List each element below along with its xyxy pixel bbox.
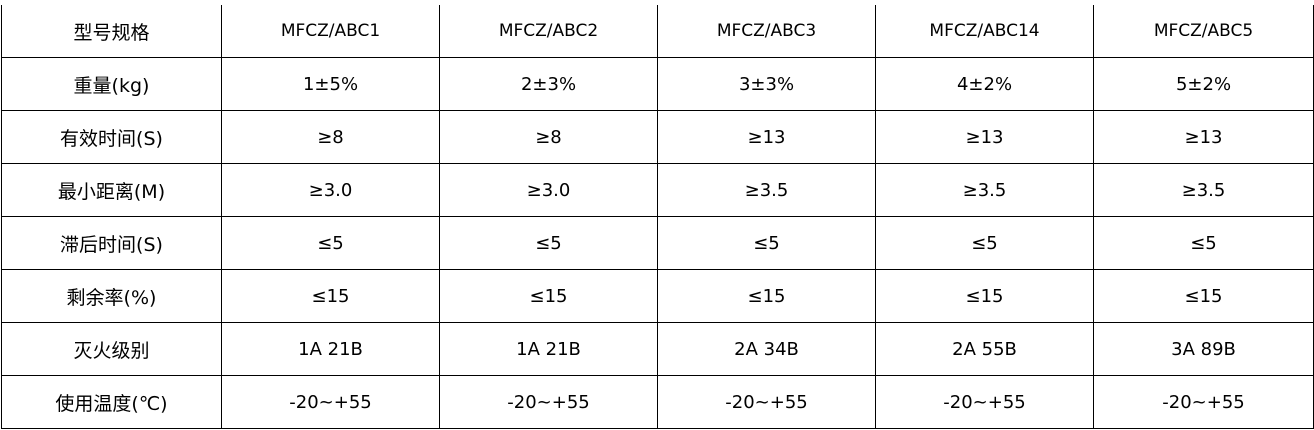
cell-fire-rating-3: 2A 34B (657, 322, 876, 376)
cell-effective-time-2: ≥8 (439, 110, 658, 164)
row-label-weight: 重量(kg) (1, 57, 222, 111)
cell-fire-rating-5: 3A 89B (1093, 322, 1314, 376)
cell-residual-rate-2: ≤15 (439, 269, 658, 323)
row-label-effective-time: 有效时间(S) (1, 110, 222, 164)
row-label-residual-rate: 剩余率(%) (1, 269, 222, 323)
cell-effective-time-3: ≥13 (657, 110, 876, 164)
cell-lag-time-5: ≤5 (1093, 216, 1314, 270)
row-weight: 重量(kg) 1±5% 2±3% 3±3% 4±2% 5±2% (1, 57, 1314, 111)
row-label-min-distance: 最小距离(M) (1, 163, 222, 217)
cell-min-distance-3: ≥3.5 (657, 163, 876, 217)
cell-min-distance-5: ≥3.5 (1093, 163, 1314, 217)
cell-weight-4: 4±2% (875, 57, 1094, 111)
cell-model-4: MFCZ/ABC14 (875, 5, 1094, 58)
row-residual-rate: 剩余率(%) ≤15 ≤15 ≤15 ≤15 ≤15 (1, 269, 1314, 323)
row-label-fire-rating: 灭火级别 (1, 322, 222, 376)
cell-weight-2: 2±3% (439, 57, 658, 111)
cell-fire-rating-4: 2A 55B (875, 322, 1094, 376)
row-model: 型号规格 MFCZ/ABC1 MFCZ/ABC2 MFCZ/ABC3 MFCZ/… (1, 5, 1314, 58)
cell-lag-time-3: ≤5 (657, 216, 876, 270)
cell-min-distance-1: ≥3.0 (221, 163, 440, 217)
cell-model-5: MFCZ/ABC5 (1093, 5, 1314, 58)
cell-weight-1: 1±5% (221, 57, 440, 111)
row-label-model: 型号规格 (1, 5, 222, 58)
cell-lag-time-4: ≤5 (875, 216, 1094, 270)
row-label-operating-temperature: 使用温度(℃) (1, 375, 222, 429)
cell-residual-rate-3: ≤15 (657, 269, 876, 323)
row-operating-temperature: 使用温度(℃) -20~+55 -20~+55 -20~+55 -20~+55 … (1, 375, 1314, 429)
row-min-distance: 最小距离(M) ≥3.0 ≥3.0 ≥3.5 ≥3.5 ≥3.5 (1, 163, 1314, 217)
cell-lag-time-2: ≤5 (439, 216, 658, 270)
cell-effective-time-4: ≥13 (875, 110, 1094, 164)
row-label-lag-time: 滞后时间(S) (1, 216, 222, 270)
row-lag-time: 滞后时间(S) ≤5 ≤5 ≤5 ≤5 ≤5 (1, 216, 1314, 270)
cell-effective-time-5: ≥13 (1093, 110, 1314, 164)
cell-weight-5: 5±2% (1093, 57, 1314, 111)
cell-lag-time-1: ≤5 (221, 216, 440, 270)
cell-model-3: MFCZ/ABC3 (657, 5, 876, 58)
cell-weight-3: 3±3% (657, 57, 876, 111)
row-fire-rating: 灭火级别 1A 21B 1A 21B 2A 34B 2A 55B 3A 89B (1, 322, 1314, 376)
cell-fire-rating-1: 1A 21B (221, 322, 440, 376)
row-effective-time: 有效时间(S) ≥8 ≥8 ≥13 ≥13 ≥13 (1, 110, 1314, 164)
cell-operating-temperature-2: -20~+55 (439, 375, 658, 429)
cell-min-distance-2: ≥3.0 (439, 163, 658, 217)
cell-residual-rate-4: ≤15 (875, 269, 1094, 323)
cell-residual-rate-1: ≤15 (221, 269, 440, 323)
cell-operating-temperature-3: -20~+55 (657, 375, 876, 429)
cell-model-2: MFCZ/ABC2 (439, 5, 658, 58)
cell-model-1: MFCZ/ABC1 (221, 5, 440, 58)
spec-table: 型号规格 MFCZ/ABC1 MFCZ/ABC2 MFCZ/ABC3 MFCZ/… (1, 5, 1314, 429)
cell-effective-time-1: ≥8 (221, 110, 440, 164)
cell-operating-temperature-5: -20~+55 (1093, 375, 1314, 429)
cell-residual-rate-5: ≤15 (1093, 269, 1314, 323)
cell-operating-temperature-1: -20~+55 (221, 375, 440, 429)
cell-min-distance-4: ≥3.5 (875, 163, 1094, 217)
cell-operating-temperature-4: -20~+55 (875, 375, 1094, 429)
cell-fire-rating-2: 1A 21B (439, 322, 658, 376)
